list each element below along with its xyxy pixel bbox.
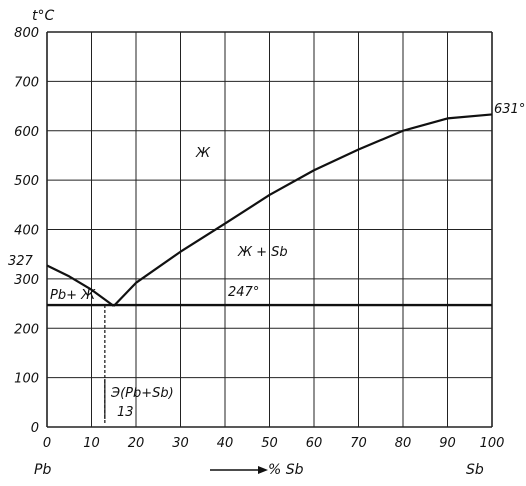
tick-labels: 0 10 20 30 40 50 60 70 80 90 100 0 100 200 300 400 500 60…	[14, 26, 504, 451]
x-tick-40: 40	[217, 436, 234, 451]
right-component-label: Sb	[466, 462, 484, 478]
x-tick-50: 50	[261, 436, 278, 451]
liquidus-sb-branch	[112, 113, 493, 307]
x-tick-70: 70	[350, 436, 367, 451]
region-liquid: Ж	[195, 146, 211, 161]
y-tick-100: 100	[14, 372, 39, 387]
x-tick-60: 60	[306, 436, 323, 451]
phase-curves	[46, 113, 493, 425]
y-tick-500: 500	[14, 174, 39, 189]
y-tick-800: 800	[14, 26, 39, 41]
sb-melting-label: 631°	[494, 102, 525, 117]
x-tick-90: 90	[439, 436, 456, 451]
region-labels: t°C 327 Ж Ж + Sb Pb+ Ж 247° 631° Э(Pb+Sb…	[8, 8, 525, 478]
eutectic-structure-label: Э(Pb+Sb)	[110, 386, 174, 401]
eutectic-composition-label: 13	[117, 405, 134, 420]
region-liquid-plus-sb: Ж + Sb	[237, 245, 288, 260]
grid-lines	[46, 31, 493, 428]
y-tick-200: 200	[14, 322, 39, 337]
y-tick-700: 700	[14, 75, 39, 90]
y-tick-300: 300	[14, 273, 39, 288]
x-tick-0: 0	[43, 436, 51, 451]
x-tick-100: 100	[480, 436, 505, 451]
x-tick-20: 20	[128, 436, 145, 451]
left-component-label: Pb	[34, 462, 51, 478]
liquidus-pb-branch	[46, 264, 115, 307]
eutectic-temperature-label: 247°	[228, 285, 259, 300]
arrow-right-icon	[210, 466, 268, 474]
x-tick-30: 30	[172, 436, 189, 451]
x-tick-10: 10	[83, 436, 100, 451]
y-axis-title: t°C	[32, 8, 54, 24]
y-tick-0: 0	[31, 421, 39, 436]
x-tick-80: 80	[395, 436, 412, 451]
region-pb-plus-liquid: Pb+ Ж	[50, 288, 96, 303]
x-axis-title: % Sb	[268, 462, 304, 478]
y-tick-327: 327	[8, 254, 34, 269]
y-tick-400: 400	[14, 224, 39, 239]
y-tick-600: 600	[14, 125, 39, 140]
